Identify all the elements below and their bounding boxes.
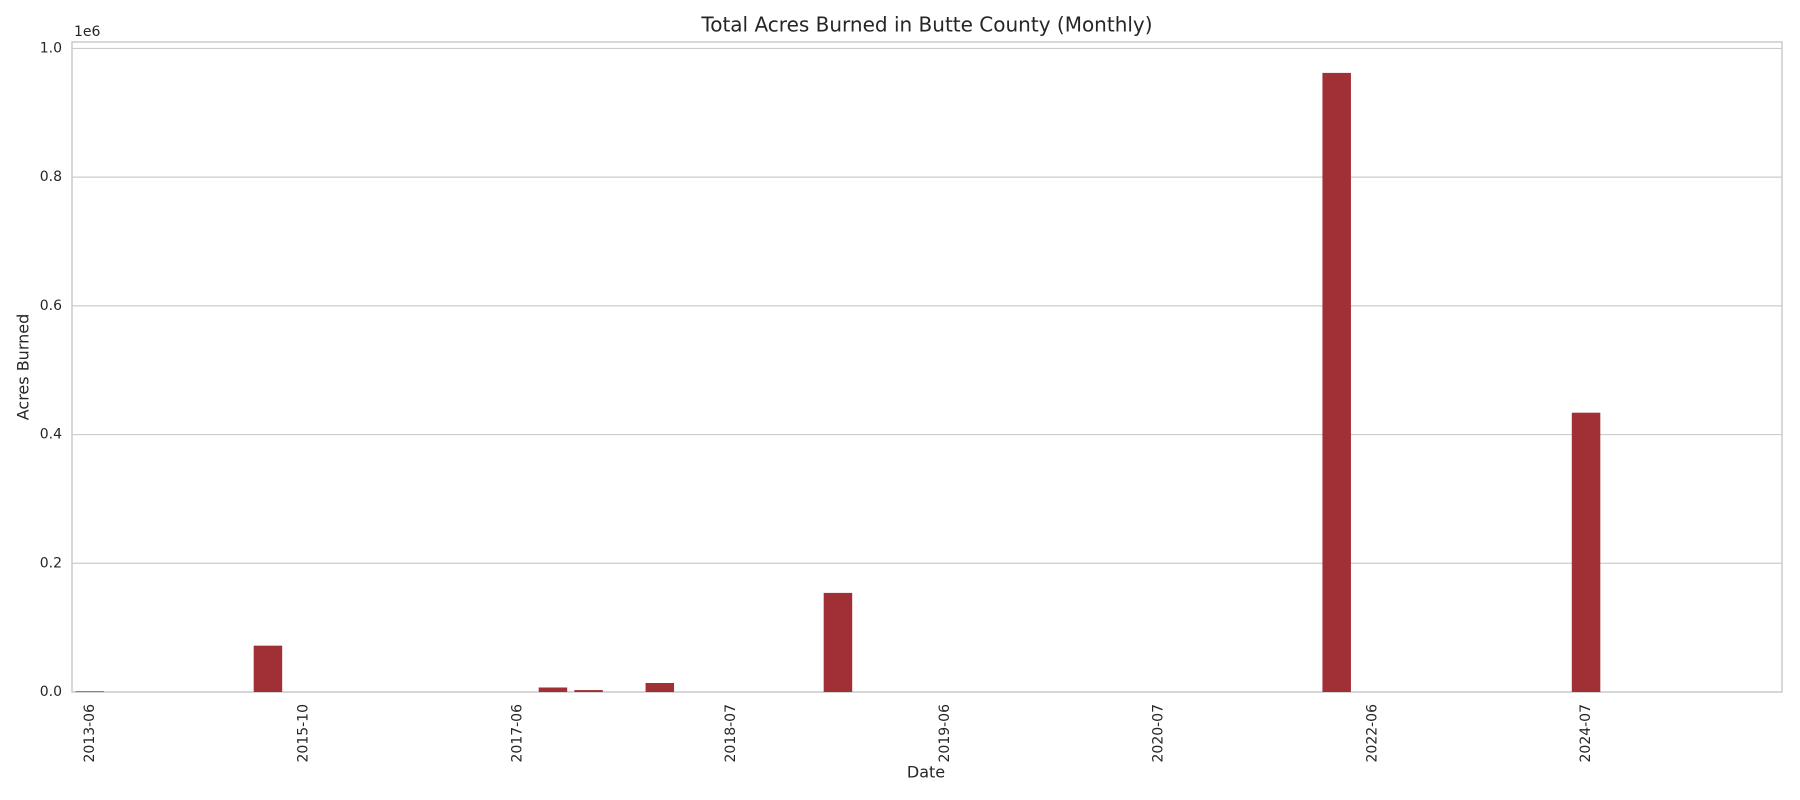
x-tick-label: 2024-07 [1578, 704, 1594, 763]
y-axis-label: Acres Burned [14, 314, 33, 421]
bar [1571, 412, 1601, 692]
y-offset-label: 1e6 [74, 24, 101, 40]
x-tick-label: 2019-06 [937, 704, 953, 763]
bar [823, 592, 853, 692]
bar [1322, 72, 1351, 692]
y-tick-label: 0.6 [40, 298, 62, 314]
y-tick-label: 0.8 [40, 169, 62, 185]
x-tick-label: 2018-07 [723, 704, 739, 763]
bar [645, 682, 675, 692]
x-tick-label: 2022-06 [1364, 704, 1380, 763]
x-axis-label: Date [907, 763, 945, 782]
plot-frame [71, 41, 1783, 693]
y-tick-label: 0.2 [40, 555, 62, 571]
x-tick-label: 2015-10 [296, 704, 312, 763]
bar [75, 691, 105, 692]
bar [538, 687, 568, 692]
x-tick-label: 2017-06 [509, 704, 525, 763]
bar [253, 645, 283, 692]
x-tick-label: 2020-07 [1151, 704, 1167, 763]
x-tick-label: 2013-06 [82, 704, 98, 763]
y-tick-label: 0.0 [40, 684, 62, 700]
y-tick-label: 0.4 [40, 427, 62, 443]
y-tick-label: 1.0 [40, 40, 62, 56]
chart-title: Total Acres Burned in Butte County (Mont… [700, 13, 1152, 37]
bar [574, 690, 603, 692]
